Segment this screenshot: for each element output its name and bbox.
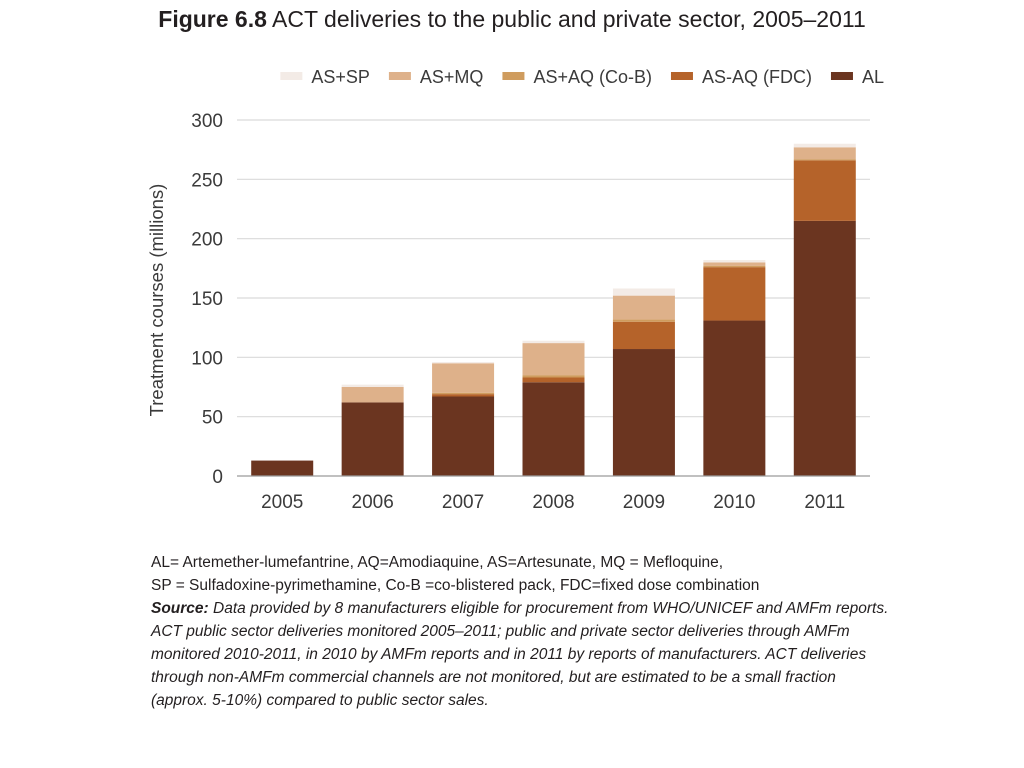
- x-tick-label: 2005: [261, 492, 303, 513]
- x-tick-label: 2009: [623, 492, 665, 513]
- y-tick-label: 50: [202, 408, 223, 429]
- legend-swatch-as-mq: [388, 72, 411, 80]
- x-tick-label: 2008: [532, 492, 574, 513]
- source-label: Source:: [151, 600, 209, 617]
- bar-as-aq-fdc-2011: [793, 160, 856, 221]
- bar-as-sp-2010: [703, 260, 766, 263]
- bar-as-mq-2011: [793, 147, 856, 160]
- bar-as-aq-co-b-2010: [703, 265, 766, 268]
- bar-as-sp-2007: [432, 362, 495, 364]
- x-tick-label: 2011: [804, 492, 845, 513]
- legend-swatch-as-sp: [280, 72, 303, 80]
- legend-swatch-al: [830, 72, 853, 80]
- abbreviations-line-2: SP = Sulfadoxine-pyrimethamine, Co-B =co…: [151, 577, 760, 594]
- bars: [251, 143, 856, 476]
- y-tick-label: 100: [191, 348, 223, 369]
- chart-title: Figure 6.8 ACT deliveries to the public …: [0, 6, 1024, 33]
- bar-al-2009: [612, 349, 675, 476]
- y-axis-title: Treatment courses (millions): [146, 184, 167, 417]
- bar-as-aq-co-b-2009: [612, 319, 675, 322]
- bar-as-aq-fdc-2008: [522, 377, 585, 383]
- x-tick-label: 2010: [713, 492, 755, 513]
- bar-as-sp-2011: [793, 143, 856, 148]
- y-tick-label: 250: [191, 170, 223, 191]
- bar-al-2005: [251, 460, 314, 476]
- bar-as-sp-2009: [612, 288, 675, 296]
- axes: 0 50 100 150 200 250 300 Treatment courses (mil…: [146, 111, 870, 513]
- bar-al-2011: [793, 220, 856, 476]
- x-tick-label: 2006: [352, 492, 394, 513]
- legend-label-as-aq-co-b: AS+AQ (Co-B): [533, 67, 652, 87]
- bar-as-aq-co-b-2008: [522, 375, 585, 378]
- bar-as-aq-fdc-2010: [703, 267, 766, 321]
- legend-swatch-as-aq-co-b: [502, 72, 525, 80]
- legend-label-as-aq-fdc: AS-AQ (FDC): [702, 67, 812, 87]
- bar-al-2010: [703, 320, 766, 476]
- x-tick-label: 2007: [442, 492, 484, 513]
- source-note: Source: Data provided by 8 manufacturers…: [151, 597, 896, 712]
- y-tick-label: 150: [191, 289, 223, 310]
- bar-al-2008: [522, 382, 585, 476]
- figure-label: Figure 6.8: [158, 6, 267, 32]
- y-tick-label: 0: [212, 467, 223, 488]
- abbreviations-line-1: AL= Artemether-lumefantrine, AQ=Amodiaqu…: [151, 554, 724, 571]
- bar-as-aq-fdc-2007: [432, 394, 495, 397]
- bar-as-sp-2008: [522, 340, 585, 344]
- bar-as-aq-co-b-2007: [432, 392, 495, 395]
- legend-label-as-sp: AS+SP: [311, 67, 370, 87]
- bar-as-sp-2006: [341, 384, 404, 387]
- footnote: AL= Artemether-lumefantrine, AQ=Amodiaqu…: [151, 551, 896, 712]
- bar-as-mq-2006: [341, 387, 404, 403]
- bar-as-mq-2008: [522, 343, 585, 376]
- source-text: Data provided by 8 manufacturers eligibl…: [151, 600, 889, 709]
- y-tick-label: 200: [191, 230, 223, 251]
- figure-title-text: ACT deliveries to the public and private…: [272, 6, 866, 32]
- chart-legend: AS+SP AS+MQ AS+AQ (Co-B) AS-AQ (FDC) AL: [280, 67, 884, 87]
- legend-label-as-mq: AS+MQ: [420, 67, 484, 87]
- bar-as-mq-2007: [432, 363, 495, 393]
- bar-al-2006: [341, 402, 404, 476]
- legend-label-al: AL: [862, 67, 884, 87]
- bar-as-aq-fdc-2009: [612, 321, 675, 350]
- stacked-bar-chart: AS+SP AS+MQ AS+AQ (Co-B) AS-AQ (FDC) AL 0 50 1…: [146, 67, 884, 513]
- y-tick-label: 300: [191, 111, 223, 132]
- bar-as-aq-co-b-2011: [793, 159, 856, 161]
- bar-al-2007: [432, 396, 495, 476]
- bar-as-mq-2010: [703, 262, 766, 266]
- bar-as-mq-2009: [612, 295, 675, 320]
- legend-swatch-as-aq-fdc: [670, 72, 693, 80]
